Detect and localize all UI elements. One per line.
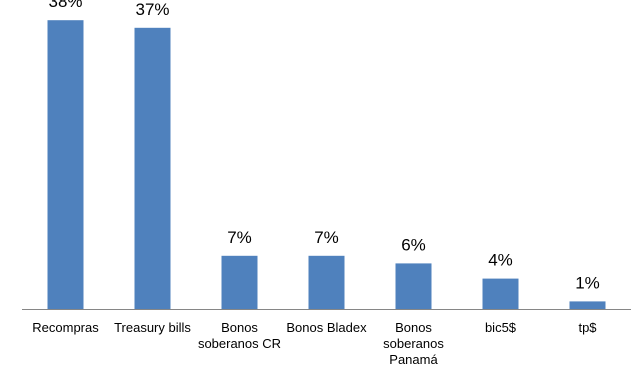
bars-group bbox=[47, 20, 606, 310]
x-tick-label-line: bic5$ bbox=[485, 320, 517, 335]
x-tick-labels-group: Recompras Treasury bills Bonos soberanos CR… bbox=[32, 320, 597, 367]
bar bbox=[134, 27, 171, 310]
bar bbox=[569, 301, 606, 309]
bar bbox=[395, 263, 432, 309]
x-tick-label: Treasury bills bbox=[114, 320, 191, 335]
bar bbox=[308, 255, 345, 309]
x-tick-label: tp$ bbox=[578, 320, 597, 335]
bar bbox=[482, 278, 519, 309]
x-tick-label: bic5$ bbox=[485, 320, 517, 335]
x-tick-label-line: soberanos CR bbox=[198, 336, 281, 351]
x-tick-label-line: Treasury bills bbox=[114, 320, 191, 335]
data-label: 38% bbox=[48, 0, 82, 11]
x-tick-label-line: Recompras bbox=[32, 320, 99, 335]
data-label: 4% bbox=[488, 251, 513, 270]
x-tick-label: Recompras bbox=[32, 320, 99, 335]
x-tick-label-line: tp$ bbox=[578, 320, 597, 335]
x-tick-label: Bonos Bladex bbox=[286, 320, 367, 335]
data-label: 6% bbox=[401, 235, 426, 254]
data-label: 37% bbox=[135, 0, 169, 19]
x-tick-label-line: Bonos bbox=[221, 320, 258, 335]
x-tick-label-line: Bonos bbox=[395, 320, 432, 335]
x-tick-label-line: soberanos bbox=[383, 336, 444, 351]
x-tick-label: Bonos soberanos Panamá bbox=[383, 320, 444, 367]
bar bbox=[221, 255, 258, 309]
x-tick-label: Bonos soberanos CR bbox=[198, 320, 281, 351]
bar bbox=[47, 20, 84, 309]
data-labels-group: 38% 37% 7% 7% 6% 4% 1% bbox=[48, 0, 599, 292]
x-tick-label-line: Panamá bbox=[389, 352, 438, 367]
x-tick-label-line: Bonos Bladex bbox=[286, 320, 367, 335]
data-label: 7% bbox=[314, 228, 339, 247]
data-label: 7% bbox=[227, 228, 252, 247]
data-label: 1% bbox=[575, 273, 600, 292]
